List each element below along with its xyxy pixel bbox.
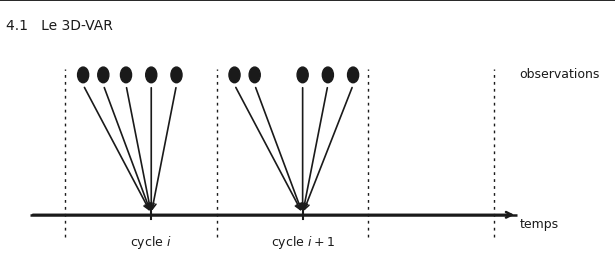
Ellipse shape: [171, 67, 182, 83]
Ellipse shape: [297, 67, 308, 83]
Ellipse shape: [77, 67, 89, 83]
Text: temps: temps: [520, 218, 559, 231]
Ellipse shape: [121, 67, 132, 83]
Text: cycle $i$: cycle $i$: [130, 234, 172, 251]
Ellipse shape: [146, 67, 157, 83]
Ellipse shape: [249, 67, 260, 83]
Text: cycle $i+1$: cycle $i+1$: [271, 234, 335, 251]
Text: 4.1   Le 3D-VAR: 4.1 Le 3D-VAR: [6, 19, 113, 33]
Text: observations: observations: [520, 68, 600, 81]
Ellipse shape: [322, 67, 333, 83]
Ellipse shape: [347, 67, 359, 83]
Ellipse shape: [98, 67, 109, 83]
Ellipse shape: [229, 67, 240, 83]
